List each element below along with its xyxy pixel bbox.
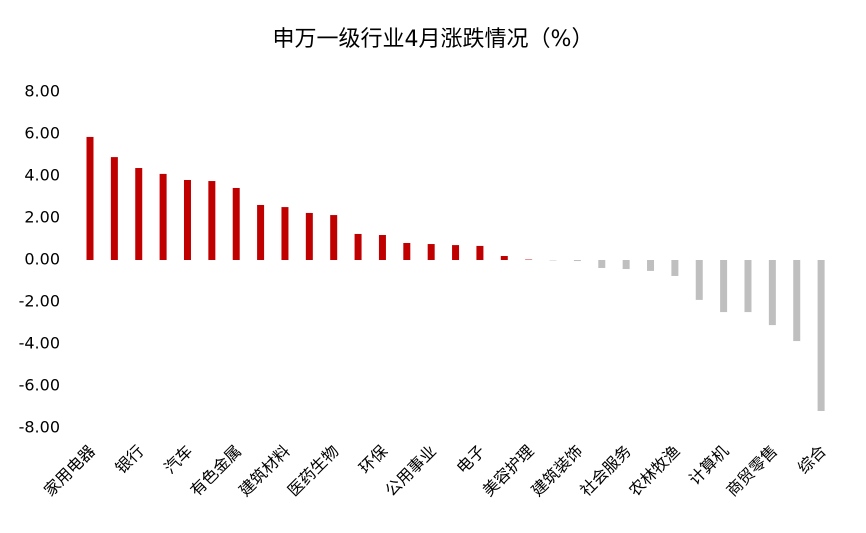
bar — [573, 260, 581, 262]
bar — [695, 260, 703, 300]
bar — [793, 260, 801, 342]
x-tick-label: 建筑装饰 — [528, 441, 587, 500]
bar — [720, 260, 728, 313]
bar — [598, 260, 606, 268]
x-tick-label: 银行 — [111, 441, 147, 477]
x-tick-label: 社会服务 — [576, 441, 635, 500]
bar — [257, 204, 265, 260]
x-tick-label: 综合 — [794, 441, 830, 477]
bar — [452, 245, 460, 260]
y-tick-label: -2.00 — [19, 292, 60, 311]
y-tick-label: -8.00 — [19, 418, 60, 437]
bar — [330, 215, 338, 260]
y-tick-label: 2.00 — [24, 208, 60, 227]
bar — [208, 181, 216, 260]
bar — [378, 235, 386, 260]
y-tick-label: 6.00 — [24, 124, 60, 143]
x-tick-label: 商贸零售 — [722, 441, 781, 500]
bar — [500, 256, 508, 260]
bar — [476, 245, 484, 260]
y-tick-label: 4.00 — [24, 166, 60, 185]
bar — [744, 260, 752, 313]
x-tick-label: 医药生物 — [284, 441, 343, 500]
bar — [135, 168, 143, 260]
x-tick-label: 家用电器 — [40, 441, 99, 500]
bar — [305, 212, 313, 260]
bar — [86, 136, 94, 260]
x-tick-label: 计算机 — [685, 441, 732, 488]
bar — [427, 244, 435, 260]
bar — [622, 260, 630, 270]
bar — [768, 260, 776, 326]
y-tick-label: 0.00 — [24, 250, 60, 269]
y-tick-label: 8.00 — [24, 82, 60, 101]
y-tick-label: -4.00 — [19, 334, 60, 353]
bar — [403, 242, 411, 260]
x-tick-label: 建筑材料 — [235, 441, 294, 500]
x-tick-label: 环保 — [355, 441, 391, 477]
x-tick-label: 电子 — [453, 441, 489, 477]
bar — [817, 260, 825, 411]
bar — [354, 233, 362, 260]
x-tick-label: 农林牧渔 — [625, 441, 684, 500]
bar — [647, 260, 655, 271]
x-tick-label: 汽车 — [160, 441, 196, 477]
bar — [671, 260, 679, 276]
bar — [110, 157, 118, 260]
x-tick-label: 有色金属 — [186, 441, 245, 500]
bar — [232, 187, 240, 260]
bar — [183, 179, 191, 260]
x-tick-label: 美容护理 — [479, 441, 538, 500]
chart-title: 申万一级行业4月涨跌情况（%） — [273, 27, 594, 52]
x-tick-label: 公用事业 — [381, 441, 440, 500]
bar — [281, 207, 289, 260]
bar — [159, 173, 167, 260]
y-tick-label: -6.00 — [19, 376, 60, 395]
